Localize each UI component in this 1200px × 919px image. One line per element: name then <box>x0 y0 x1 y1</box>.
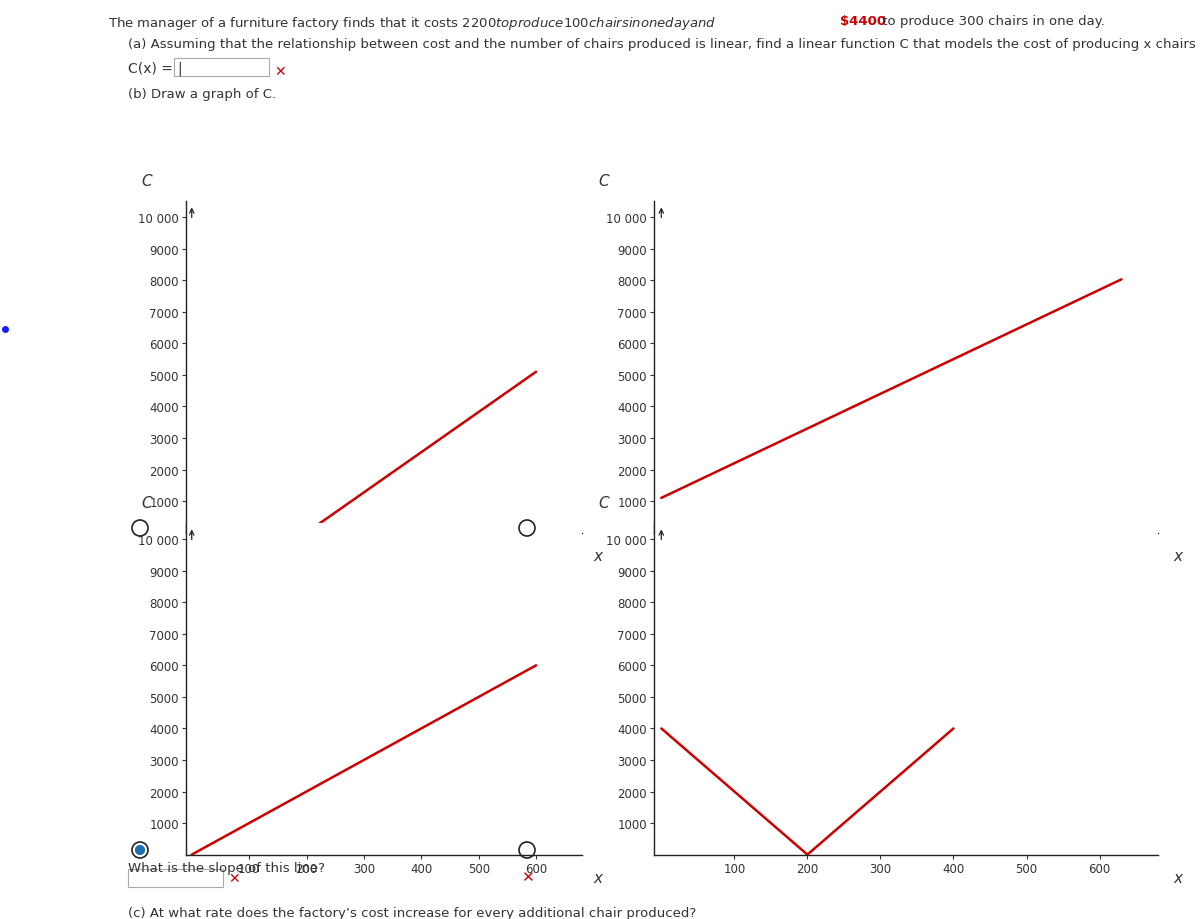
Circle shape <box>136 845 144 855</box>
Text: C: C <box>599 174 608 189</box>
Text: C(x) =: C(x) = <box>128 62 173 76</box>
Text: (c) At what rate does the factory’s cost increase for every additional chair pro: (c) At what rate does the factory’s cost… <box>128 906 696 919</box>
Text: $4400: $4400 <box>840 15 886 28</box>
Text: x: x <box>594 870 602 885</box>
Text: ✕: ✕ <box>521 869 533 884</box>
Text: C: C <box>599 495 608 511</box>
Text: x: x <box>1174 549 1182 563</box>
Bar <box>174 59 269 77</box>
Text: (a) Assuming that the relationship between cost and the number of chairs produce: (a) Assuming that the relationship betwe… <box>128 38 1200 51</box>
Text: C: C <box>142 495 151 511</box>
Text: |: | <box>178 62 181 76</box>
Text: ✕: ✕ <box>274 65 286 79</box>
Text: (b) Draw a graph of C.: (b) Draw a graph of C. <box>128 88 276 101</box>
Text: to produce 300 chairs in one day.: to produce 300 chairs in one day. <box>878 15 1105 28</box>
Text: x: x <box>1174 870 1182 885</box>
Text: ✕: ✕ <box>228 871 240 885</box>
Text: C: C <box>142 174 151 189</box>
Text: What is the slope of this line?: What is the slope of this line? <box>128 861 325 874</box>
Bar <box>128 869 223 887</box>
Text: The manager of a furniture factory finds that it costs $2200 to produce 100 chai: The manager of a furniture factory finds… <box>108 15 716 32</box>
Text: x: x <box>594 549 602 563</box>
